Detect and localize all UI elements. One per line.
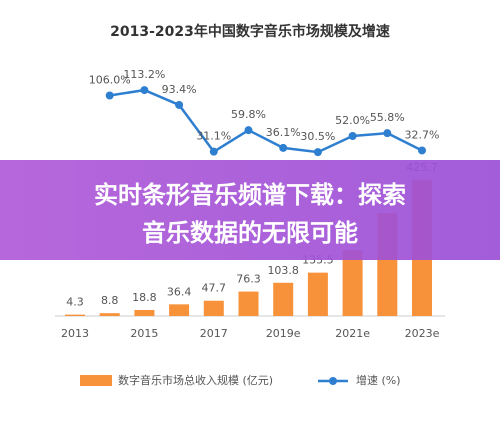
- chart-title: 2013-2023年中国数字音乐市场规模及增速: [110, 23, 390, 40]
- data-label: 106.0%: [89, 74, 131, 87]
- point: [383, 129, 392, 138]
- bar: [169, 304, 190, 316]
- data-label: 30.5%: [300, 130, 335, 143]
- line: [109, 88, 423, 154]
- bar: [238, 291, 259, 316]
- data-label: 4.3: [66, 296, 84, 309]
- banner-text: 音乐数据的无限可能: [142, 219, 358, 247]
- data-label: 59.8%: [231, 108, 266, 121]
- data-label: 55.8%: [370, 111, 405, 124]
- bar: [203, 300, 224, 316]
- point: [244, 126, 253, 135]
- point: [175, 100, 184, 109]
- data-label: 18.8: [132, 291, 157, 304]
- data-label: 113.2%: [123, 68, 165, 81]
- data-label: 52.0%: [335, 114, 370, 127]
- data-label: 47.7: [202, 282, 227, 295]
- bar: [65, 314, 85, 316]
- x-tick-label: 2023e: [405, 327, 440, 340]
- x-tick-label: 2015: [130, 327, 158, 340]
- bar: [307, 272, 328, 316]
- data-label: 32.7%: [405, 128, 440, 141]
- point: [140, 86, 149, 95]
- data-label: 31.1%: [196, 130, 231, 143]
- point: [418, 146, 426, 155]
- banner-text: 实时条形音乐频谱下载：探索: [94, 181, 406, 209]
- banner: [0, 160, 500, 260]
- data-label: 36.4: [167, 285, 192, 298]
- data-label: 36.1%: [266, 126, 301, 139]
- x-tick-label: 2019e: [266, 327, 301, 340]
- bar: [273, 282, 294, 316]
- point: [209, 147, 218, 156]
- point: [105, 91, 114, 100]
- legend-label: 数字音乐市场总收入规模 (亿元): [118, 373, 273, 387]
- point: [279, 143, 288, 152]
- data-label: 103.8: [267, 264, 299, 277]
- bar: [342, 250, 363, 316]
- point: [313, 148, 322, 157]
- legend-swatch: [80, 375, 112, 386]
- x-tick-label: 2013: [61, 327, 89, 340]
- x-tick-label: 2021e: [335, 327, 370, 340]
- legend-label: 增速 (%): [356, 373, 401, 387]
- data-label: 76.3: [236, 273, 261, 286]
- bar: [134, 309, 155, 316]
- data-label: 8.8: [101, 294, 119, 307]
- point: [348, 132, 357, 140]
- legend-swatch: [329, 377, 337, 385]
- x-tick-label: 2017: [200, 327, 228, 340]
- bar: [99, 313, 120, 316]
- data-label: 93.4%: [162, 83, 197, 96]
